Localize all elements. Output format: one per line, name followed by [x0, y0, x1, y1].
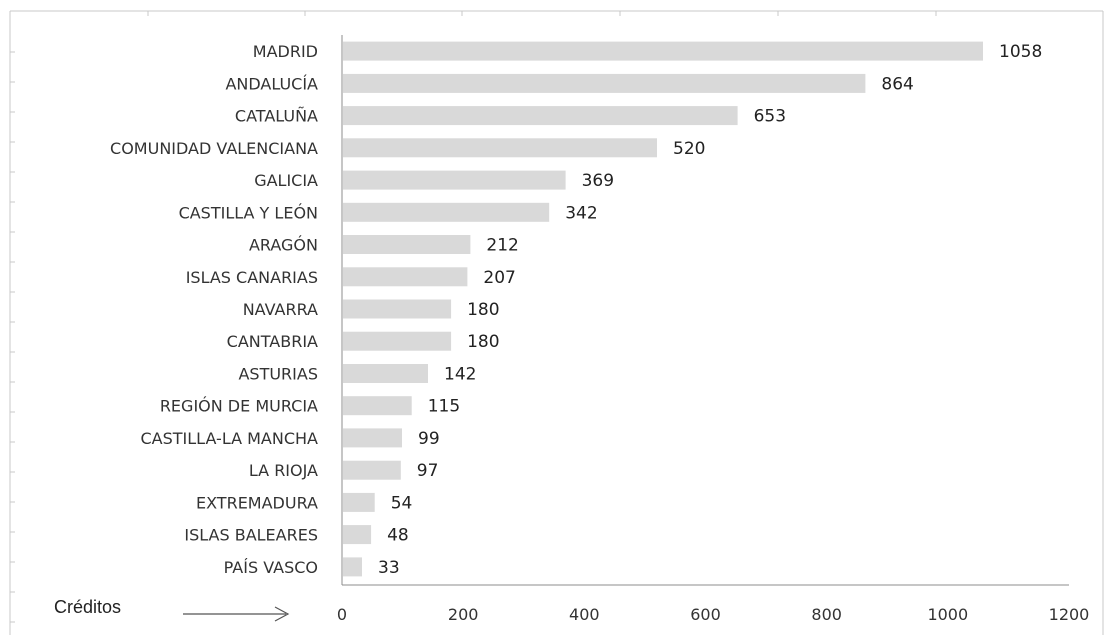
data-label: 207: [483, 268, 515, 288]
data-label: 180: [467, 300, 499, 320]
category-label: ISLAS BALEARES: [184, 526, 318, 545]
x-tick-label: 200: [448, 605, 479, 624]
bar: [343, 557, 362, 577]
bar: [343, 41, 983, 61]
data-label: 97: [417, 461, 439, 481]
x-tick-label: 1000: [927, 605, 968, 624]
bar: [343, 106, 738, 126]
x-axis-title: Créditos: [54, 597, 121, 617]
data-label: 212: [486, 236, 518, 256]
category-label: ASTURIAS: [238, 365, 318, 384]
bar: [343, 364, 428, 383]
category-label: CATALUÑA: [235, 107, 318, 126]
data-label: 48: [387, 526, 409, 546]
bar: [343, 202, 550, 222]
category-label: EXTREMADURA: [196, 493, 318, 512]
frame-ticks: [10, 11, 937, 623]
category-label: COMUNIDAD VALENCIANA: [110, 139, 318, 158]
bar: [343, 492, 375, 512]
category-label: ANDALUCÍA: [225, 74, 318, 93]
data-label: 33: [378, 558, 400, 578]
category-label: CANTABRIA: [227, 332, 318, 351]
data-label: 1058: [999, 42, 1042, 62]
x-tick-label: 400: [569, 605, 600, 624]
data-label: 142: [444, 365, 476, 385]
arrow-icon: [183, 606, 290, 622]
x-tick-label: 0: [337, 605, 347, 624]
bar: [343, 267, 468, 287]
category-label: LA RIOJA: [249, 461, 318, 480]
frame: [9, 10, 1104, 635]
x-tick-label: 1200: [1049, 605, 1090, 624]
bar: [343, 170, 566, 190]
category-label: MADRID: [253, 42, 318, 61]
category-label: CASTILLA-LA MANCHA: [140, 429, 318, 448]
bar: [343, 138, 657, 158]
x-tick-label: 600: [690, 605, 721, 624]
value-labels: 1058 864 653 520 369 342 212 207 180 180 142 115 99 9…: [378, 42, 1042, 578]
bar: [343, 73, 866, 93]
bar: [343, 235, 471, 254]
data-label: 864: [881, 74, 913, 94]
bar: [343, 396, 412, 416]
bar: [343, 525, 372, 545]
category-label: NAVARRA: [243, 300, 318, 319]
data-label: 115: [428, 397, 460, 417]
data-label: 369: [582, 171, 614, 191]
data-label: 99: [418, 429, 440, 449]
data-label: 54: [391, 493, 413, 513]
category-label: CASTILLA Y LEÓN: [179, 203, 318, 222]
bar: [343, 428, 402, 448]
bar: [343, 299, 452, 319]
category-labels: MADRID ANDALUCÍA CATALUÑA COMUNIDAD VALENCI…: [110, 42, 318, 577]
data-label: 520: [673, 139, 705, 159]
category-label: GALICIA: [254, 171, 318, 190]
bars: [343, 41, 983, 577]
bar: [343, 331, 452, 351]
data-label: 653: [754, 107, 786, 127]
bar: [343, 460, 401, 480]
x-tick-labels: 0 200 400 600 800 1000 1200: [337, 605, 1089, 624]
category-label: ISLAS CANARIAS: [186, 268, 318, 287]
category-label: ARAGÓN: [249, 236, 318, 255]
x-tick-label: 800: [811, 605, 842, 624]
category-label: PAÍS VASCO: [224, 558, 318, 577]
data-label: 342: [565, 203, 597, 223]
data-label: 180: [467, 332, 499, 352]
category-label: REGIÓN DE MURCIA: [160, 397, 318, 416]
